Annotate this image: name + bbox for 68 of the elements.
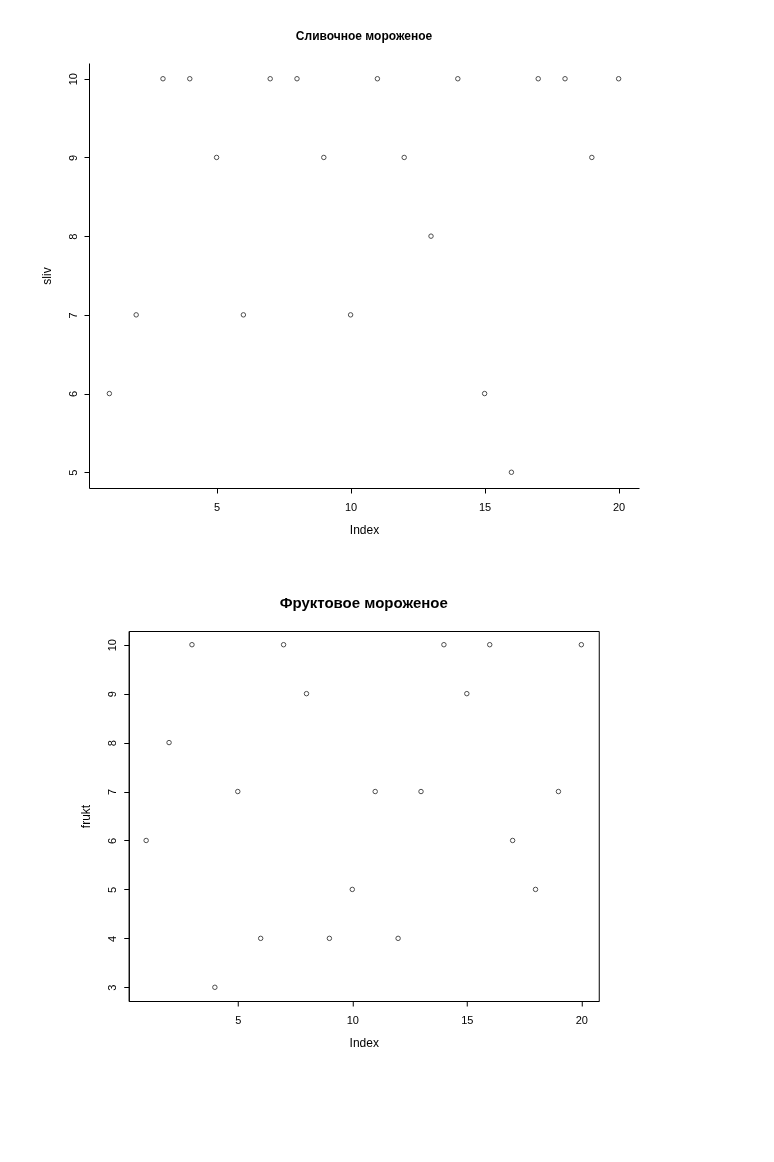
point (347, 312, 354, 318)
point (294, 76, 300, 82)
point (189, 641, 195, 648)
chart-title: Фруктовое мороженое (279, 594, 448, 611)
point (455, 76, 461, 82)
point (555, 788, 562, 795)
point (213, 154, 220, 161)
point (257, 935, 264, 942)
point (374, 76, 381, 82)
point (418, 788, 424, 795)
y-axis-title: sliv (39, 267, 54, 285)
point (481, 390, 488, 397)
point (187, 76, 193, 82)
y-tick-label: 8 (106, 740, 119, 747)
point (235, 788, 241, 795)
x-tick-label: 10 (346, 1013, 359, 1026)
y-tick-label: 10 (66, 73, 79, 86)
y-tick-label: 5 (106, 886, 119, 893)
y-tick-label: 9 (106, 691, 119, 698)
point (267, 76, 273, 82)
point (395, 935, 401, 942)
point (464, 690, 470, 697)
y-axis-title: frukt (79, 804, 94, 829)
y-tick-label: 8 (66, 233, 79, 240)
point (428, 233, 434, 239)
y-tick-label: 7 (106, 788, 119, 796)
point (589, 154, 595, 161)
x-axis-title: Index (349, 522, 380, 537)
y-tick-label: 10 (106, 639, 119, 652)
point (212, 984, 218, 991)
point (349, 886, 356, 893)
y-tick-label: 6 (106, 837, 119, 845)
y-tick-label: 9 (66, 154, 79, 162)
x-tick-label: 20 (575, 1013, 588, 1026)
point (578, 641, 585, 648)
point (143, 837, 149, 844)
point (615, 76, 622, 82)
point (372, 788, 378, 795)
point (240, 312, 247, 318)
x-tick-label: 5 (214, 500, 221, 513)
x-tick-label: 10 (344, 500, 358, 513)
chart-title: Сливочное мороженое (295, 29, 433, 43)
point (508, 469, 515, 475)
x-axis-title: Index (349, 1035, 379, 1050)
point (486, 641, 493, 648)
point (532, 886, 539, 893)
x-tick-label: 15 (461, 1013, 474, 1026)
point (133, 312, 139, 318)
point (106, 390, 113, 397)
point (535, 76, 541, 82)
point (509, 837, 516, 844)
point (321, 154, 327, 161)
y-tick-label: 4 (106, 935, 119, 942)
point (326, 935, 333, 942)
x-tick-label: 15 (478, 500, 492, 513)
point (280, 641, 287, 648)
x-tick-label: 5 (235, 1013, 242, 1026)
y-tick-label: 3 (106, 984, 119, 991)
point (562, 76, 568, 82)
x-tick-label: 20 (613, 500, 626, 513)
point (401, 154, 407, 161)
point (160, 76, 166, 82)
y-tick-label: 6 (66, 390, 79, 398)
point (441, 641, 447, 648)
y-tick-label: 7 (66, 312, 79, 319)
y-tick-label: 5 (66, 469, 79, 476)
point (166, 739, 172, 746)
point (303, 690, 310, 697)
